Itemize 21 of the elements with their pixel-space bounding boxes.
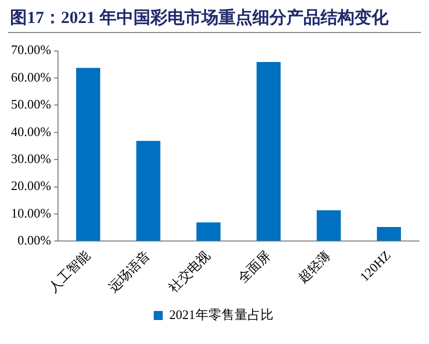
bar	[76, 68, 100, 241]
y-tick-label: 20.00%	[10, 178, 52, 194]
y-tick-label: 0.00%	[17, 232, 52, 248]
y-tick-label: 70.00%	[10, 42, 52, 58]
bar	[196, 222, 220, 241]
x-tick-label: 社交电视	[166, 248, 214, 296]
y-tick-label: 50.00%	[10, 96, 52, 112]
x-tick-label: 远场语音	[105, 248, 153, 296]
bar	[376, 227, 401, 241]
legend-label: 2021年零售量占比	[169, 306, 274, 322]
y-tick-label: 60.00%	[10, 69, 52, 84]
x-tick-label: 超轻薄	[295, 248, 334, 286]
bar	[316, 210, 341, 241]
bar	[136, 140, 160, 241]
x-tick-label: 全面屏	[234, 248, 274, 286]
x-tick-label: 人工智能	[45, 248, 93, 296]
y-tick-label: 10.00%	[10, 205, 52, 220]
y-tick-label: 40.00%	[10, 124, 52, 139]
bar	[256, 62, 281, 241]
chart-title: 图17：2021 年中国彩电市场重点细分产品结构变化	[10, 7, 388, 29]
y-tick-label: 30.00%	[10, 151, 52, 166]
